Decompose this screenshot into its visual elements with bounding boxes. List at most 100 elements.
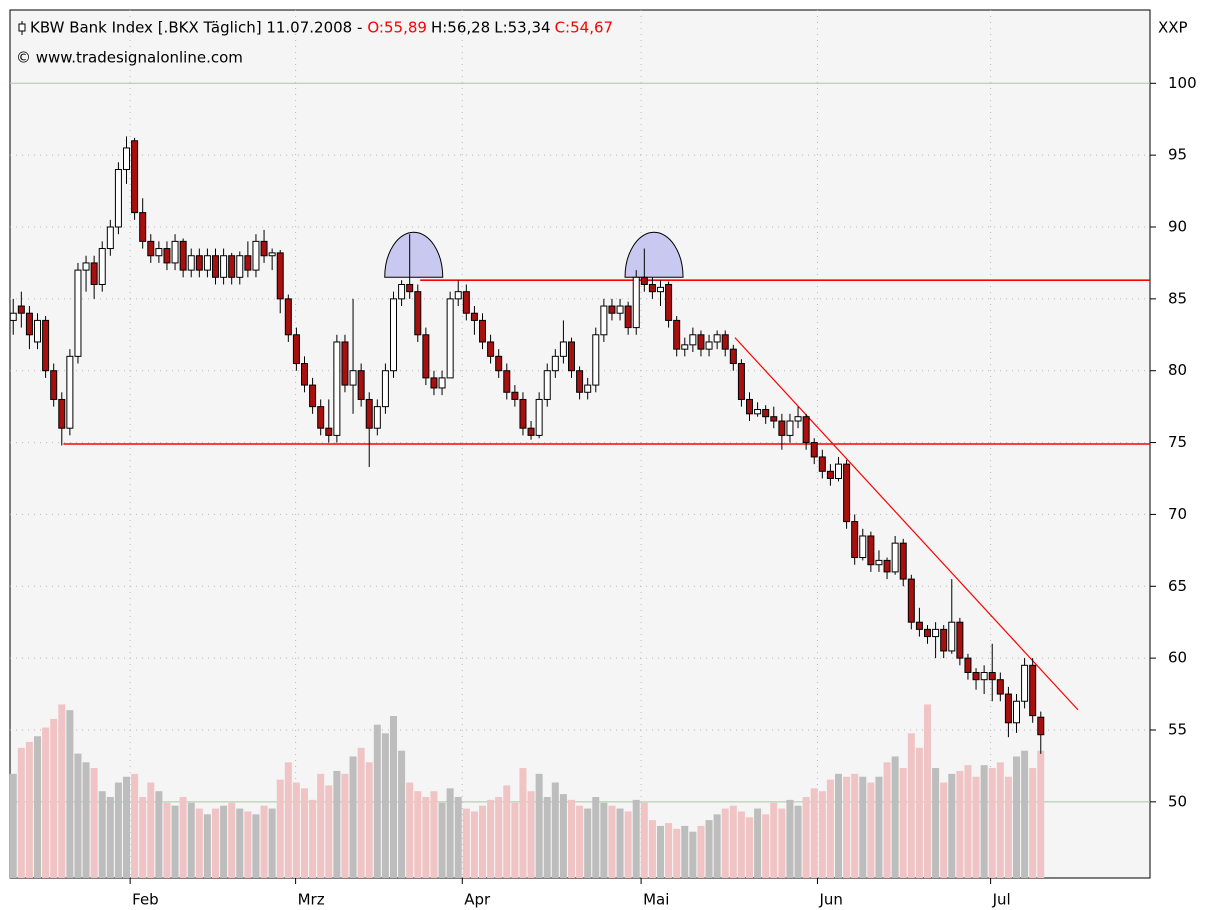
volume-bar bbox=[1037, 750, 1045, 878]
volume-bar bbox=[899, 768, 907, 878]
x-tick-label: Jun bbox=[818, 891, 842, 909]
candle-body bbox=[123, 147, 131, 171]
volume-bar bbox=[333, 770, 341, 878]
volume-bar bbox=[907, 733, 915, 878]
candle-body bbox=[333, 341, 341, 436]
candle-body bbox=[746, 398, 754, 415]
volume-bar bbox=[236, 808, 244, 878]
volume-bar bbox=[1029, 768, 1037, 878]
subtitle: © www.tradesignalonline.com bbox=[16, 49, 243, 67]
y-tick-label: 65 bbox=[1168, 577, 1187, 595]
volume-bar bbox=[58, 704, 66, 878]
volume-bar bbox=[980, 765, 988, 878]
candle-body bbox=[915, 621, 923, 630]
volume-bar bbox=[34, 736, 42, 878]
y-tick-label: 85 bbox=[1168, 289, 1187, 307]
volume-bar bbox=[891, 756, 899, 878]
candle-body bbox=[551, 355, 559, 372]
candle-body bbox=[74, 269, 82, 357]
volume-bar bbox=[430, 791, 438, 878]
candle-body bbox=[17, 305, 25, 314]
candle-body bbox=[438, 377, 446, 389]
candle-body bbox=[770, 416, 778, 422]
candle-body bbox=[697, 334, 705, 350]
candle-body bbox=[794, 416, 802, 422]
candle-body bbox=[851, 521, 859, 559]
ohlc-label: H:56,28 bbox=[431, 19, 490, 37]
volume-bar bbox=[325, 785, 333, 878]
volume-bar bbox=[462, 808, 470, 878]
volume-bar bbox=[268, 808, 276, 878]
candle-body bbox=[956, 621, 964, 659]
volume-bar bbox=[1013, 756, 1021, 878]
candle-body bbox=[600, 305, 608, 336]
y-tick-label: 95 bbox=[1168, 146, 1187, 164]
candle-body bbox=[624, 305, 632, 329]
candle-body bbox=[867, 535, 875, 566]
volume-bar bbox=[851, 773, 859, 878]
chart-title: KBW Bank Index [.BKX Täglich] 11.07.2008… bbox=[30, 19, 362, 37]
candle-body bbox=[1029, 664, 1037, 717]
candle-body bbox=[325, 427, 333, 436]
candle-body bbox=[996, 679, 1004, 695]
volume-bar bbox=[365, 762, 373, 878]
candle-body bbox=[754, 409, 762, 415]
candle-body bbox=[737, 363, 745, 400]
candle-body bbox=[899, 542, 907, 580]
volume-bar bbox=[98, 791, 106, 878]
volume-bar bbox=[746, 817, 754, 878]
x-tick-label: Feb bbox=[132, 891, 159, 909]
volume-bar bbox=[802, 796, 810, 878]
y-tick-label: 70 bbox=[1168, 505, 1187, 523]
candle-body bbox=[503, 370, 511, 393]
volume-bar bbox=[551, 782, 559, 878]
volume-bar bbox=[705, 820, 713, 878]
volume-bar bbox=[673, 828, 681, 878]
volume-bar bbox=[608, 805, 616, 878]
volume-bar bbox=[381, 733, 389, 878]
candle-body bbox=[462, 291, 470, 314]
volume-bar bbox=[762, 814, 770, 878]
volume-bar bbox=[301, 788, 309, 878]
volume-bar bbox=[729, 805, 737, 878]
candle-body bbox=[1004, 693, 1012, 724]
volume-bar bbox=[50, 718, 58, 878]
volume-bar bbox=[956, 770, 964, 878]
candle-body bbox=[713, 334, 721, 343]
candle-body bbox=[592, 334, 600, 386]
volume-bar bbox=[737, 811, 745, 878]
y-axis-label: XXP bbox=[1158, 19, 1188, 37]
y-tick-label: 100 bbox=[1168, 74, 1197, 92]
volume-bar bbox=[883, 762, 891, 878]
candle-body bbox=[203, 255, 211, 271]
candle-body bbox=[527, 427, 535, 436]
candle-body bbox=[317, 406, 325, 429]
volume-bar bbox=[131, 773, 139, 878]
volume-bar bbox=[187, 802, 195, 878]
candle-body bbox=[786, 420, 794, 436]
candle-body bbox=[58, 398, 66, 429]
volume-bar bbox=[996, 762, 1004, 878]
candle-body bbox=[883, 559, 891, 573]
volume-bar bbox=[66, 710, 74, 878]
volume-bar bbox=[915, 747, 923, 878]
volume-bar bbox=[479, 805, 487, 878]
candle-body bbox=[357, 370, 365, 400]
candle-body bbox=[406, 283, 414, 293]
volume-bar bbox=[535, 773, 543, 878]
volume-bar bbox=[835, 773, 843, 878]
candle-body bbox=[236, 255, 244, 278]
candle-body bbox=[729, 348, 737, 365]
volume-bar bbox=[495, 796, 503, 878]
volume-bar bbox=[42, 727, 50, 878]
candle-body bbox=[907, 578, 915, 623]
axes: 50 55 60 65 70 75 80 85 90 95 100 Feb Mrz Apr Mai Jun Ju… bbox=[129, 74, 1197, 909]
volume-bar bbox=[106, 796, 114, 878]
volume-bar bbox=[9, 773, 17, 878]
volume-bar bbox=[681, 825, 689, 878]
volume-bar bbox=[640, 802, 648, 878]
y-tick-label: 60 bbox=[1168, 649, 1187, 667]
candle-body bbox=[1021, 664, 1029, 702]
candle-body bbox=[1037, 716, 1045, 736]
